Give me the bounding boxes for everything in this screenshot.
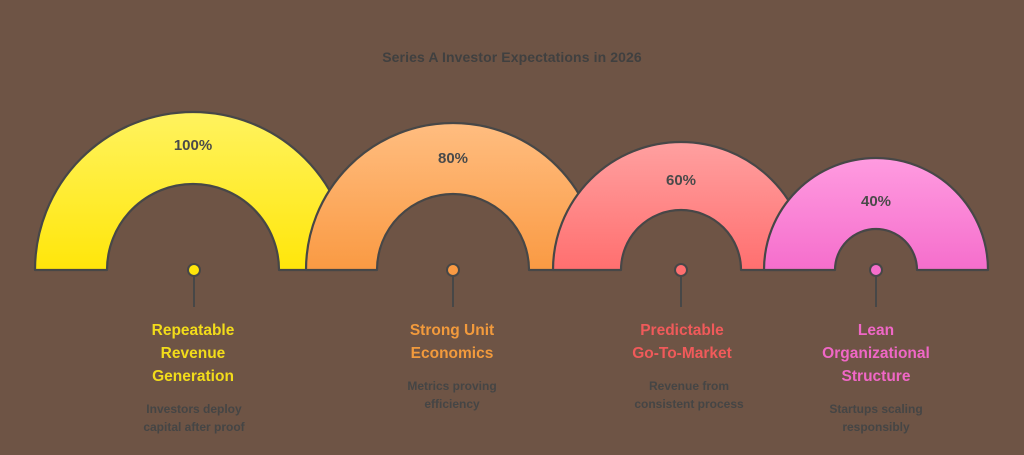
marker-dot-yellow [187, 263, 201, 277]
marker-dot-red [674, 263, 688, 277]
percent-label: 80% [437, 150, 469, 167]
percent-label: 60% [665, 172, 697, 189]
arc-magenta [762, 156, 990, 272]
percent-label: 100% [173, 137, 213, 154]
diagram-title: Series A Investor Expectations in 2026 [382, 49, 642, 65]
item-title: Lean Organizational Structure [822, 322, 930, 385]
item-title: Strong Unit Economics [409, 322, 495, 362]
marker-dot-magenta [869, 263, 883, 277]
item-description: Revenue from consistent process [634, 379, 744, 411]
marker-dot-orange [446, 263, 460, 277]
item-description: Investors deploy capital after proof [143, 402, 245, 434]
arc-yellow [33, 110, 353, 272]
item-title: Predictable Go-To-Market [632, 322, 732, 362]
item-description: Metrics proving efficiency [407, 379, 497, 411]
item-title: Repeatable Revenue Generation [151, 322, 235, 385]
percent-label: 40% [860, 193, 892, 210]
item-description: Startups scaling responsibly [829, 402, 923, 434]
